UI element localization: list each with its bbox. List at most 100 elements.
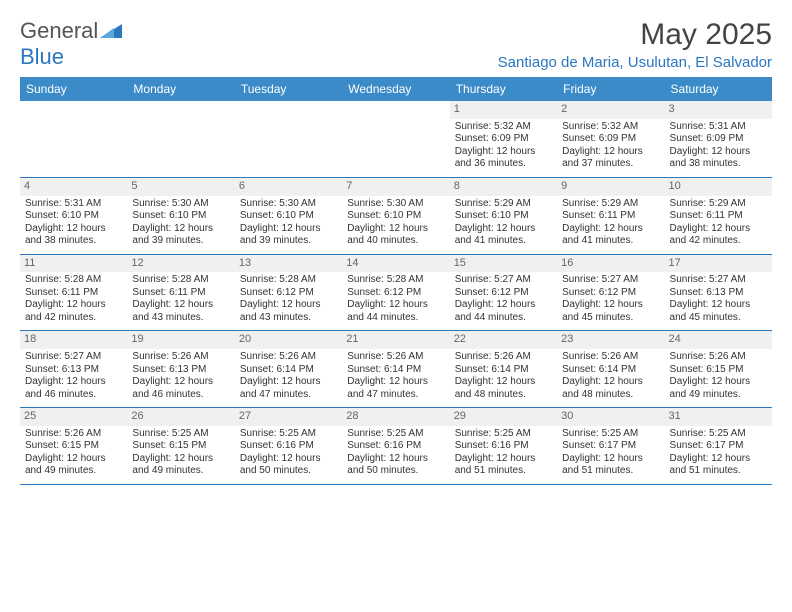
location: Santiago de Maria, Usulutan, El Salvador — [498, 54, 772, 71]
day-number: 20 — [235, 331, 342, 349]
sunset-line: Sunset: 6:09 PM — [562, 133, 659, 146]
week-row: 1Sunrise: 5:32 AMSunset: 6:09 PMDaylight… — [20, 101, 772, 177]
sunset-line: Sunset: 6:15 PM — [25, 440, 122, 453]
sunset-line: Sunset: 6:13 PM — [670, 287, 767, 300]
sunset-line: Sunset: 6:09 PM — [670, 133, 767, 146]
sunset-line: Sunset: 6:14 PM — [347, 364, 444, 377]
day-number: 10 — [665, 178, 772, 196]
week-row: 18Sunrise: 5:27 AMSunset: 6:13 PMDayligh… — [20, 331, 772, 408]
sunset-line: Sunset: 6:12 PM — [347, 287, 444, 300]
day-number: 22 — [450, 331, 557, 349]
day-cell: 27Sunrise: 5:25 AMSunset: 6:16 PMDayligh… — [235, 408, 342, 484]
day-cell: 24 Sunrise: 5:26 AMSunset: 6:15 PMDayligh… — [665, 331, 772, 408]
daylight-line: Daylight: 12 hours and 42 minutes. — [25, 299, 122, 324]
daylight-line: Daylight: 12 hours and 42 minutes. — [670, 223, 767, 248]
sunrise-line: Sunrise: 5:27 AM — [25, 351, 122, 364]
day-header-row: Sunday Monday Tuesday Wednesday Thursday… — [20, 77, 772, 101]
sunrise-line: Sunrise: 5:26 AM — [240, 351, 337, 364]
day-number: 23 — [557, 331, 664, 349]
sunrise-line: Sunrise: 5:29 AM — [455, 198, 552, 211]
daylight-line: Daylight: 12 hours and 37 minutes. — [562, 146, 659, 171]
day-cell: 2 Sunrise: 5:32 AMSunset: 6:09 PMDaylight… — [557, 101, 664, 177]
daylight-line: Daylight: 12 hours and 44 minutes. — [455, 299, 552, 324]
sunrise-line: Sunrise: 5:28 AM — [347, 274, 444, 287]
day-number: 11 — [20, 255, 127, 273]
bottom-rule — [20, 484, 772, 485]
day-cell: 18Sunrise: 5:27 AMSunset: 6:13 PMDayligh… — [20, 331, 127, 408]
daylight-line: Daylight: 12 hours and 39 minutes. — [132, 223, 229, 248]
day-number: 27 — [235, 408, 342, 426]
day-number: 29 — [450, 408, 557, 426]
day-cell: 7Sunrise: 5:30 AMSunset: 6:10 PMDaylight… — [342, 177, 449, 254]
sunrise-line: Sunrise: 5:25 AM — [562, 428, 659, 441]
daylight-line: Daylight: 12 hours and 41 minutes. — [562, 223, 659, 248]
day-number: 25 — [20, 408, 127, 426]
day-number: 24 — [665, 331, 772, 349]
daylight-line: Daylight: 12 hours and 49 minutes. — [132, 453, 229, 478]
day-number: 12 — [127, 255, 234, 273]
sunrise-line: Sunrise: 5:32 AM — [562, 121, 659, 134]
daylight-line: Daylight: 12 hours and 40 minutes. — [347, 223, 444, 248]
day-cell: 3Sunrise: 5:31 AMSunset: 6:09 PMDaylight… — [665, 101, 772, 177]
day-number: 2 — [557, 101, 664, 119]
day-cell: 23Sunrise: 5:26 AMSunset: 6:14 PMDayligh… — [557, 331, 664, 408]
sunset-line: Sunset: 6:16 PM — [347, 440, 444, 453]
col-tuesday: Tuesday — [235, 77, 342, 101]
col-thursday: Thursday — [450, 77, 557, 101]
sunrise-line: Sunrise: 5:30 AM — [132, 198, 229, 211]
daylight-line: Daylight: 12 hours and 39 minutes. — [240, 223, 337, 248]
sunrise-line: Sunrise: 5:30 AM — [240, 198, 337, 211]
day-cell — [342, 101, 449, 177]
sunset-line: Sunset: 6:10 PM — [347, 210, 444, 223]
day-cell: 28Sunrise: 5:25 AMSunset: 6:16 PMDayligh… — [342, 408, 449, 484]
day-cell: 14Sunrise: 5:28 AMSunset: 6:12 PMDayligh… — [342, 254, 449, 331]
day-cell — [127, 101, 234, 177]
day-cell: 16Sunrise: 5:27 AMSunset: 6:12 PMDayligh… — [557, 254, 664, 331]
daylight-line: Daylight: 12 hours and 38 minutes. — [670, 146, 767, 171]
day-number: 19 — [127, 331, 234, 349]
sunrise-line: Sunrise: 5:28 AM — [240, 274, 337, 287]
daylight-line: Daylight: 12 hours and 51 minutes. — [455, 453, 552, 478]
sunrise-line: Sunrise: 5:26 AM — [25, 428, 122, 441]
sunset-line: Sunset: 6:11 PM — [562, 210, 659, 223]
day-cell: 20Sunrise: 5:26 AMSunset: 6:14 PMDayligh… — [235, 331, 342, 408]
day-cell: 5Sunrise: 5:30 AMSunset: 6:10 PMDaylight… — [127, 177, 234, 254]
sunrise-line: Sunrise: 5:27 AM — [455, 274, 552, 287]
day-cell: 1Sunrise: 5:32 AMSunset: 6:09 PMDaylight… — [450, 101, 557, 177]
sunrise-line: Sunrise: 5:28 AM — [132, 274, 229, 287]
daylight-line: Daylight: 12 hours and 49 minutes. — [670, 376, 767, 401]
sunrise-line: Sunrise: 5:29 AM — [670, 198, 767, 211]
day-cell: 8Sunrise: 5:29 AMSunset: 6:10 PMDaylight… — [450, 177, 557, 254]
daylight-line: Daylight: 12 hours and 51 minutes. — [562, 453, 659, 478]
sunrise-line: Sunrise: 5:29 AM — [562, 198, 659, 211]
day-cell: 13Sunrise: 5:28 AMSunset: 6:12 PMDayligh… — [235, 254, 342, 331]
day-cell: 25Sunrise: 5:26 AMSunset: 6:15 PMDayligh… — [20, 408, 127, 484]
sunset-line: Sunset: 6:17 PM — [670, 440, 767, 453]
col-wednesday: Wednesday — [342, 77, 449, 101]
sunrise-line: Sunrise: 5:27 AM — [670, 274, 767, 287]
day-number: 16 — [557, 255, 664, 273]
daylight-line: Daylight: 12 hours and 47 minutes. — [347, 376, 444, 401]
logo: General Blue — [20, 18, 122, 70]
sunrise-line: Sunrise: 5:25 AM — [670, 428, 767, 441]
sunset-line: Sunset: 6:15 PM — [132, 440, 229, 453]
day-number: 6 — [235, 178, 342, 196]
daylight-line: Daylight: 12 hours and 43 minutes. — [240, 299, 337, 324]
month-title: May 2025 — [498, 18, 772, 52]
calendar-table: Sunday Monday Tuesday Wednesday Thursday… — [20, 77, 772, 484]
day-number: 8 — [450, 178, 557, 196]
daylight-line: Daylight: 12 hours and 38 minutes. — [25, 223, 122, 248]
day-cell: 22Sunrise: 5:26 AMSunset: 6:14 PMDayligh… — [450, 331, 557, 408]
sunset-line: Sunset: 6:11 PM — [25, 287, 122, 300]
sunset-line: Sunset: 6:13 PM — [132, 364, 229, 377]
sunrise-line: Sunrise: 5:28 AM — [25, 274, 122, 287]
sunrise-line: Sunrise: 5:26 AM — [670, 351, 767, 364]
day-cell — [20, 101, 127, 177]
day-cell: 6Sunrise: 5:30 AMSunset: 6:10 PMDaylight… — [235, 177, 342, 254]
sunrise-line: Sunrise: 5:26 AM — [562, 351, 659, 364]
col-monday: Monday — [127, 77, 234, 101]
daylight-line: Daylight: 12 hours and 48 minutes. — [455, 376, 552, 401]
sunset-line: Sunset: 6:15 PM — [670, 364, 767, 377]
daylight-line: Daylight: 12 hours and 50 minutes. — [347, 453, 444, 478]
sunset-line: Sunset: 6:16 PM — [455, 440, 552, 453]
